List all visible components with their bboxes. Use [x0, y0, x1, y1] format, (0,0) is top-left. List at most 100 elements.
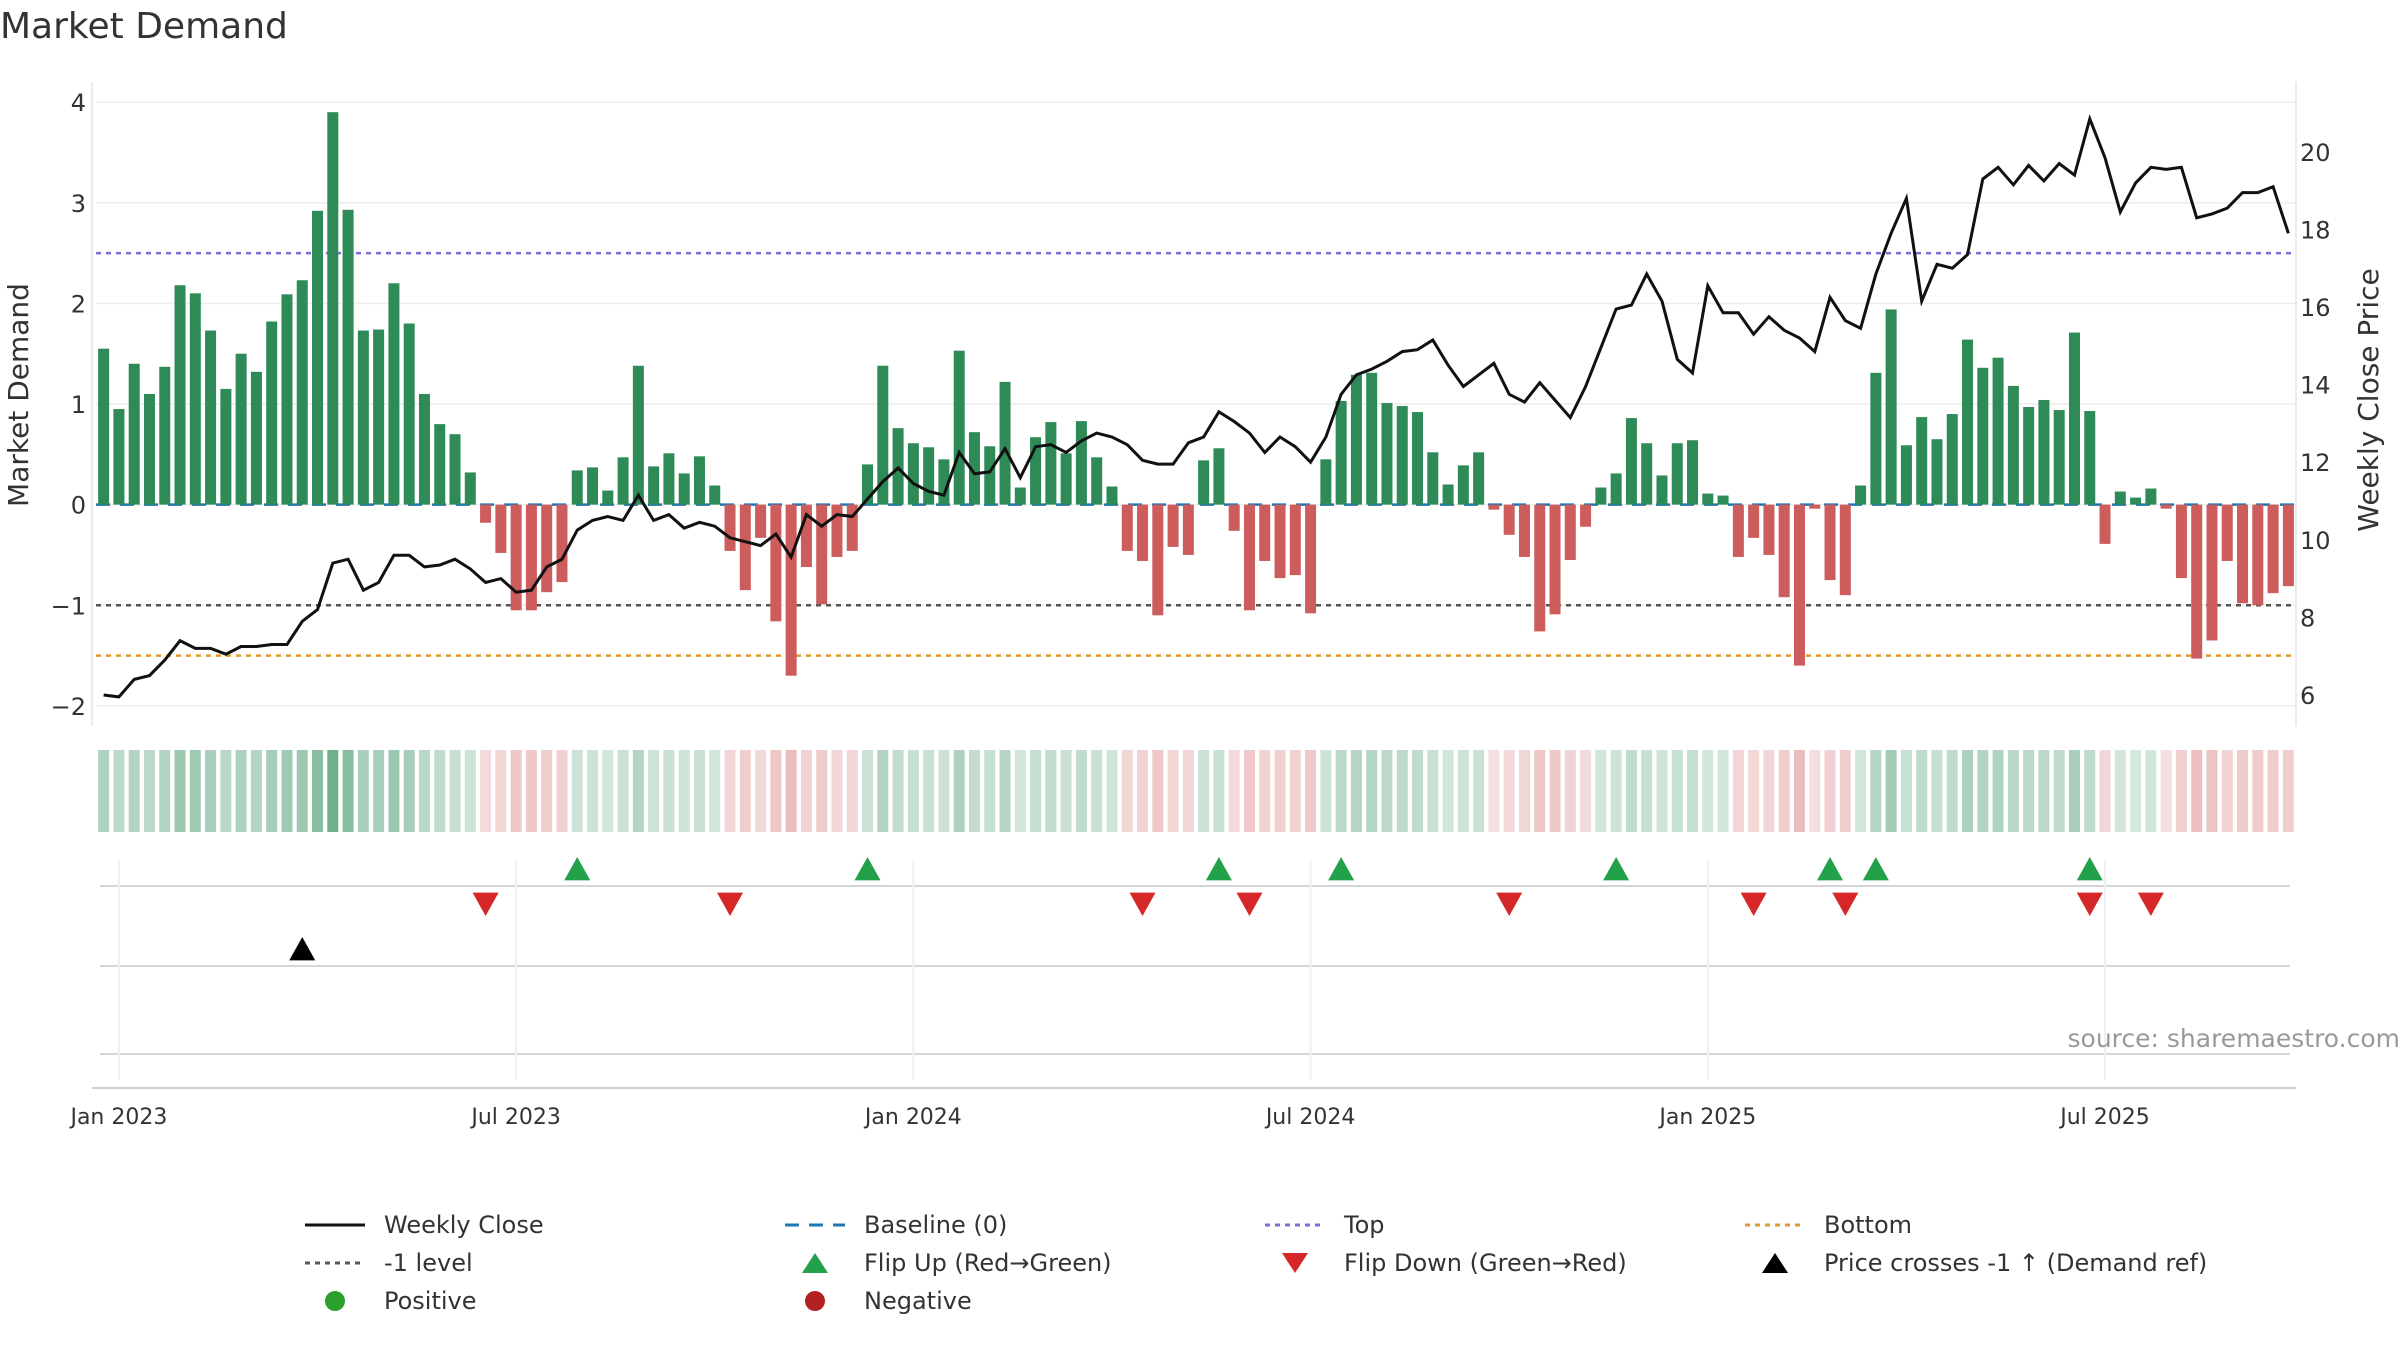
demand-bar — [709, 485, 721, 505]
flip-up-marker — [1862, 857, 1889, 881]
heat-cell — [1305, 750, 1317, 832]
demand-bar — [2068, 332, 2080, 505]
demand-bar — [923, 447, 935, 505]
demand-bar — [327, 112, 339, 505]
heat-cell — [724, 750, 736, 832]
demand-bar — [357, 330, 369, 505]
heat-cell — [678, 750, 690, 832]
demand-bar — [1335, 400, 1347, 505]
heat-cell — [1580, 750, 1592, 832]
heat-cell — [174, 750, 186, 832]
heat-cell — [1457, 750, 1469, 832]
demand-bar — [189, 293, 201, 505]
heat-cell — [296, 750, 308, 832]
price-cross-marker — [289, 937, 316, 961]
demand-bar — [2237, 504, 2249, 604]
heat-cell — [846, 750, 858, 832]
heat-cell — [1213, 750, 1225, 832]
heat-cell — [1182, 750, 1194, 832]
demand-bar — [1274, 504, 1286, 579]
demand-bar — [1213, 448, 1225, 505]
y-tick-label-left: 0 — [71, 492, 86, 520]
flip-down-marker — [1129, 892, 1156, 916]
legend-label: Positive — [384, 1287, 477, 1315]
demand-bar — [953, 350, 965, 505]
heat-cell — [571, 750, 583, 832]
heat-cell — [2267, 750, 2279, 832]
demand-bar — [2282, 504, 2294, 587]
demand-bar — [296, 280, 308, 505]
legend-bottom: Bottom — [1740, 1210, 1912, 1240]
heat-cell — [128, 750, 140, 832]
demand-bar — [541, 504, 553, 593]
heat-cell — [1534, 750, 1546, 832]
heat-cell — [587, 750, 599, 832]
demand-bar — [1687, 440, 1699, 505]
heat-cell — [877, 750, 889, 832]
heat-cell — [2114, 750, 2126, 832]
demand-bar — [587, 467, 599, 505]
y-tick-label-right: 8 — [2300, 604, 2315, 632]
flip-down-marker — [1832, 892, 1859, 916]
heat-cell — [220, 750, 232, 832]
demand-bar — [1702, 493, 1714, 505]
heat-cell — [449, 750, 461, 832]
demand-bar — [2053, 410, 2065, 505]
heat-cell — [785, 750, 797, 832]
heat-cell — [1350, 750, 1362, 832]
legend-label: Negative — [864, 1287, 972, 1315]
dotted-line-icon — [1265, 1223, 1325, 1227]
demand-bar — [877, 365, 889, 505]
heat-cell — [1702, 750, 1714, 832]
heat-cell — [1075, 750, 1087, 832]
heat-cell — [434, 750, 446, 832]
demand-bar — [602, 490, 614, 505]
heat-cell — [1839, 750, 1851, 832]
heat-cell — [1396, 750, 1408, 832]
demand-bar — [1748, 504, 1760, 538]
dot-icon — [805, 1291, 825, 1311]
x-tick-label: Jan 2024 — [863, 1105, 962, 1130]
heat-cell — [816, 750, 828, 832]
dashed-line-icon — [785, 1223, 845, 1227]
demand-bar — [1060, 453, 1072, 505]
x-tick-label: Jan 2025 — [1657, 1105, 1756, 1130]
demand-bar — [1549, 504, 1561, 615]
heat-cell — [1014, 750, 1026, 832]
heat-cell — [1473, 750, 1485, 832]
demand-bar — [1931, 439, 1943, 505]
heat-cell — [693, 750, 705, 832]
heat-cell — [1900, 750, 1912, 832]
heat-cell — [1748, 750, 1760, 832]
heat-cell — [2068, 750, 2080, 832]
heat-cell — [984, 750, 996, 832]
demand-bar — [2084, 411, 2096, 505]
demand-bar — [235, 353, 247, 505]
heat-cell — [159, 750, 171, 832]
heat-cell — [1641, 750, 1653, 832]
y-tick-label-right: 14 — [2300, 372, 2331, 400]
legend-minus1: -1 level — [300, 1248, 473, 1278]
heat-cell — [373, 750, 385, 832]
demand-bar — [1427, 452, 1439, 505]
demand-bar — [495, 504, 507, 553]
heat-cell — [923, 750, 935, 832]
flip-up-marker — [1205, 857, 1232, 881]
demand-bar — [2175, 504, 2187, 579]
y-tick-label-left: 4 — [71, 89, 86, 117]
heat-cell — [1152, 750, 1164, 832]
triangle-up-icon — [1762, 1253, 1788, 1273]
demand-heat-strip — [98, 750, 2294, 832]
demand-bar — [1381, 402, 1393, 505]
heat-cell — [892, 750, 904, 832]
heat-cell — [1366, 750, 1378, 832]
event-markers — [92, 857, 2296, 1089]
heat-cell — [2007, 750, 2019, 832]
demand-bar — [2191, 504, 2203, 659]
x-tick-label: Jul 2025 — [2058, 1105, 2150, 1130]
heat-cell — [1335, 750, 1347, 832]
demand-bar — [1564, 504, 1576, 560]
heat-cell — [2130, 750, 2142, 832]
heat-cell — [1931, 750, 1943, 832]
demand-bar — [1977, 367, 1989, 505]
